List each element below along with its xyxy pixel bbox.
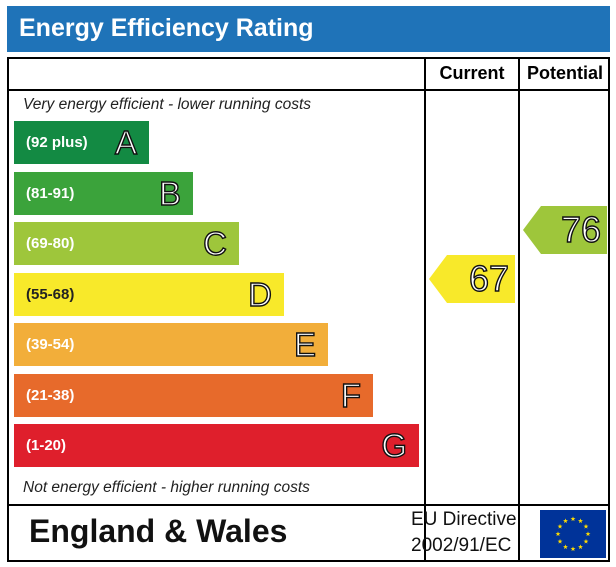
- eu-star: [563, 518, 568, 524]
- eu-star: [570, 516, 576, 522]
- potential-rating-value: 76: [560, 208, 601, 250]
- band-f: (21-38) F: [14, 373, 373, 417]
- rating-frame: Current Potential Very energy efficient …: [7, 57, 610, 562]
- band-g: (1-20) G: [14, 424, 419, 467]
- band-range-label: (92 plus): [26, 134, 88, 151]
- eu-star: [563, 544, 568, 550]
- band-range-label: (1-20): [26, 437, 67, 454]
- band-e: (39-54) E: [14, 323, 328, 366]
- band-range-label: (69-80): [26, 235, 75, 252]
- band-a: (92 plus) A: [14, 121, 149, 164]
- potential-rating-arrow: 76: [523, 206, 607, 254]
- caption-bottom: Not energy efficient - higher running co…: [23, 479, 310, 496]
- header-divider: [9, 89, 608, 91]
- band-range-label: (81-91): [26, 184, 75, 202]
- column-header-current: Current: [439, 63, 505, 83]
- divider-potential: [518, 59, 520, 560]
- band-b: (81-91) B: [14, 171, 193, 215]
- band-range-label: (55-68): [26, 285, 75, 303]
- eu-star: [583, 538, 589, 544]
- band-letter-label: C: [202, 224, 227, 262]
- eu-star: [578, 518, 583, 524]
- title-bar: Energy Efficiency Rating: [7, 6, 610, 52]
- band-letter-label: G: [381, 426, 408, 464]
- region-label: England & Wales: [29, 513, 288, 549]
- band-letter-label: B: [158, 174, 181, 212]
- eu-star: [555, 531, 561, 537]
- caption-top: Very energy efficient - lower running co…: [23, 96, 312, 113]
- band-c: (69-80) C: [14, 222, 239, 265]
- band-letter-label: A: [114, 123, 137, 161]
- band-letter-label: E: [293, 325, 316, 363]
- band-letter-label: F: [340, 376, 362, 414]
- current-rating-arrow: 67: [429, 254, 515, 303]
- eu-star: [578, 544, 583, 550]
- band-letter-label: D: [247, 275, 272, 313]
- eu-star: [585, 531, 591, 537]
- band-d: (55-68) D: [14, 272, 284, 316]
- eu-star: [557, 523, 563, 529]
- eu-star: [557, 538, 563, 544]
- directive-line1: EU Directive: [411, 509, 517, 530]
- eu-flag-icon: [540, 510, 606, 558]
- eu-star: [583, 523, 589, 529]
- footer-divider: [9, 504, 608, 506]
- band-range-label: (21-38): [26, 386, 75, 404]
- divider-current: [424, 59, 426, 560]
- band-range-label: (39-54): [26, 336, 75, 353]
- current-rating-value: 67: [468, 257, 509, 299]
- chart-title: Energy Efficiency Rating: [19, 14, 314, 42]
- eu-star: [570, 546, 576, 552]
- directive-line2: 2002/91/EC: [411, 535, 512, 556]
- column-header-potential: Potential: [526, 63, 603, 83]
